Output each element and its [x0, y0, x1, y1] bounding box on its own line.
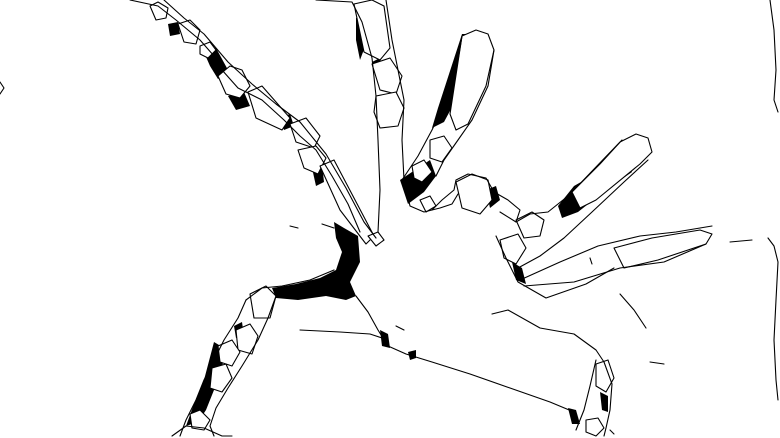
cell-tl-6 — [289, 117, 321, 149]
cell-mf-2 — [429, 135, 453, 163]
cell-lr-2 — [595, 359, 615, 393]
cell-tl-5 — [247, 85, 291, 131]
edge-tc-left — [315, 0, 381, 233]
edge-center-down — [355, 295, 575, 413]
gap-lower-mid-2 — [408, 350, 416, 360]
edge-right-short-1 — [729, 239, 753, 243]
gap-lower-mid — [380, 330, 390, 348]
edge-small-1 — [289, 225, 299, 229]
cell-ll-4 — [209, 363, 233, 393]
gap-top-left-5 — [168, 22, 180, 36]
edge-right-short-2 — [619, 293, 647, 329]
edge-ll-inner — [209, 295, 277, 437]
cell-tc-1 — [353, 0, 391, 61]
gap-center-junction — [272, 222, 360, 300]
edge-lr-right — [603, 361, 613, 437]
edge-rf-bottom — [517, 159, 649, 269]
cell-tl-9 — [367, 231, 385, 247]
edge-left-mark — [0, 81, 5, 95]
cell-outlines — [149, 0, 713, 437]
cell-lr-1 — [585, 417, 605, 437]
edge-ro-bottom — [523, 243, 707, 287]
cell-rf-3 — [499, 233, 527, 265]
edge-mf-right — [435, 49, 495, 177]
cell-rf-1 — [571, 133, 653, 209]
edge-lr-left — [575, 359, 597, 431]
cell-mf-3 — [411, 159, 433, 183]
edge-mf — [401, 35, 463, 181]
gap-lower-left-1 — [186, 342, 224, 426]
edge-small-2 — [321, 223, 335, 229]
edge-palm-right — [495, 235, 615, 299]
edge-small-5 — [609, 429, 615, 435]
edge-right-short-3 — [649, 361, 665, 365]
cell-ll-5 — [189, 409, 211, 431]
edge-right-border-1 — [769, 0, 779, 113]
edge-ll-outer — [179, 299, 247, 437]
cell-tc-3 — [373, 91, 405, 129]
edge-tl-inner — [163, 0, 377, 239]
cell-tc-2 — [371, 57, 403, 95]
cell-ll-3 — [217, 339, 241, 367]
cell-mf-1 — [449, 29, 495, 131]
edge-tl-outer — [129, 0, 361, 233]
edge-palm-top — [431, 173, 521, 223]
gap-lower-right-1 — [568, 408, 580, 424]
cell-ll-2 — [235, 323, 259, 355]
edge-center-right — [491, 309, 605, 363]
cell-rf-4 — [455, 173, 493, 215]
edge-small-3 — [395, 325, 405, 331]
cell-ll-1 — [249, 285, 277, 319]
edge-ll-base — [171, 425, 233, 437]
edge-ro-top — [519, 225, 713, 281]
edge-tc-right — [385, 0, 459, 213]
edge-center-left — [245, 269, 335, 301]
cell-rf-2 — [515, 211, 545, 239]
cell-tl-2 — [177, 19, 201, 45]
edge-center-mid — [299, 329, 383, 339]
edge-right-border-2 — [767, 237, 779, 401]
gap-lower-right-2 — [600, 392, 608, 412]
edge-small-4 — [589, 257, 593, 265]
